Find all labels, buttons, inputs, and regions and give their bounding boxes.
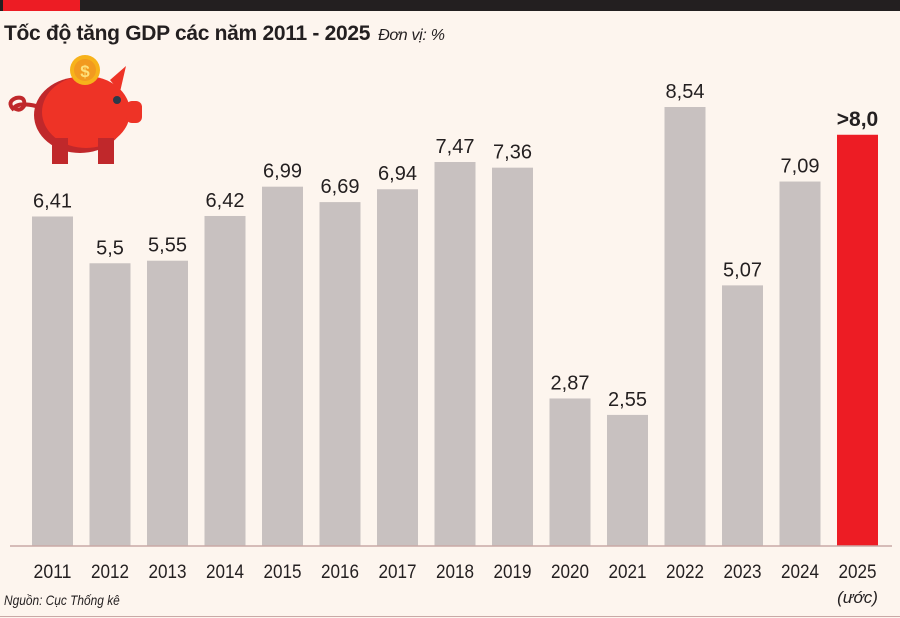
x-tick-2021: 2021 <box>609 562 647 583</box>
top-bar-accent <box>3 0 80 11</box>
bar-2012 <box>89 263 131 546</box>
bar-2017 <box>377 189 418 547</box>
bar-2011 <box>32 216 73 546</box>
bar-2016 <box>319 202 361 546</box>
data-label-2017: 6,94 <box>378 163 417 185</box>
bar-2025 <box>837 134 878 546</box>
data-label-2012: 5,5 <box>96 237 124 259</box>
x-tick-2011: 2011 <box>34 562 72 583</box>
x-tick-2023: 2023 <box>724 562 762 583</box>
data-label-2013: 5,55 <box>148 235 187 257</box>
bottom-divider <box>0 616 900 617</box>
data-label-2025: >8,0 <box>837 108 878 131</box>
bar-2023 <box>722 285 763 546</box>
bar-2020 <box>549 398 591 546</box>
bar-2024 <box>779 181 821 546</box>
data-label-2016: 6,69 <box>321 176 360 198</box>
x-tick-2015: 2015 <box>264 562 302 583</box>
x-tick-2012: 2012 <box>91 562 129 583</box>
x-tick-2022: 2022 <box>666 562 704 583</box>
bar-2021 <box>607 414 648 546</box>
source-note: Nguồn: Cục Thống kê <box>4 592 120 608</box>
data-label-2022: 8,54 <box>666 81 705 103</box>
data-label-2015: 6,99 <box>263 161 302 183</box>
svg-text:$: $ <box>80 62 90 81</box>
data-label-2014: 6,42 <box>206 190 245 212</box>
bar-2022 <box>664 107 706 546</box>
bar-2013 <box>147 260 188 546</box>
bar-2018 <box>434 162 476 546</box>
x-tick-2016: 2016 <box>321 562 359 583</box>
x-tick-2025: 2025 <box>839 562 877 583</box>
data-label-2011: 6,41 <box>33 190 72 212</box>
x-tick-note-2025: (ước) <box>837 588 878 607</box>
data-label-2020: 2,87 <box>551 372 590 394</box>
x-tick-2013: 2013 <box>149 562 187 583</box>
x-tick-2014: 2014 <box>206 562 244 583</box>
bar-2015 <box>262 186 303 546</box>
data-label-2018: 7,47 <box>436 136 475 158</box>
x-tick-2019: 2019 <box>494 562 532 583</box>
x-tick-2018: 2018 <box>436 562 474 583</box>
x-tick-2020: 2020 <box>551 562 589 583</box>
chart-title: Tốc độ tăng GDP các năm 2011 - 2025 Đơn v… <box>4 22 445 46</box>
data-label-2019: 7,36 <box>493 142 532 164</box>
piggy-bank-coin-icon: $ <box>8 55 142 164</box>
unit-label: Đơn vị: % <box>378 27 445 44</box>
x-tick-2024: 2024 <box>781 562 819 583</box>
title-text: Tốc độ tăng GDP các năm 2011 - 2025 <box>4 22 371 45</box>
bar-2019 <box>492 167 533 546</box>
data-label-2024: 7,09 <box>781 156 820 178</box>
bar-2014 <box>204 215 246 546</box>
data-label-2021: 2,55 <box>608 389 647 411</box>
data-label-2023: 5,07 <box>723 259 762 281</box>
x-tick-2017: 2017 <box>379 562 417 583</box>
top-bar <box>0 0 900 11</box>
